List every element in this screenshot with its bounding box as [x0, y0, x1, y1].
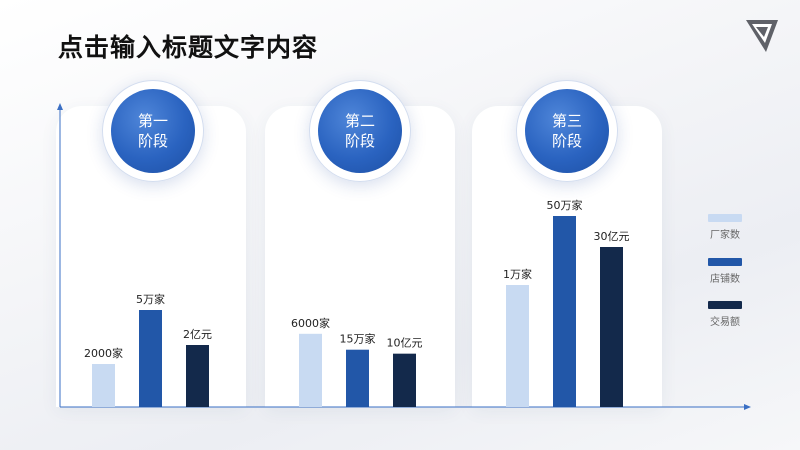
legend-item-factories: 厂家数 [700, 214, 760, 254]
stage-badge-1: 第一 阶段 [102, 80, 204, 182]
bar-label-3-1: 2亿元 [183, 328, 212, 341]
bar-1-1 [92, 364, 115, 407]
bar-3-3 [600, 247, 623, 407]
bar-2-3 [553, 216, 576, 407]
bar-3-2 [393, 353, 416, 407]
bar-1-2 [299, 333, 322, 407]
legend-swatch-stores [708, 258, 742, 266]
bar-label-2-3: 50万家 [547, 198, 583, 212]
legend-swatch-factories [708, 214, 742, 222]
bar-label-1-3: 1万家 [503, 267, 532, 281]
legend-item-stores: 店铺数 [700, 258, 760, 298]
triangle-logo-icon [746, 20, 778, 52]
legend-label-volume: 交易额 [710, 317, 740, 328]
stage-label-1: 第一 阶段 [111, 89, 195, 173]
bar-1-3 [506, 285, 529, 407]
bar-label-1-2: 6000家 [291, 316, 330, 330]
stage-label-3: 第三 阶段 [525, 89, 609, 173]
bar-2-2 [346, 349, 369, 407]
bar-3-1 [186, 345, 209, 407]
bar-label-2-2: 15万家 [340, 332, 376, 346]
bar-label-2-1: 5万家 [136, 292, 165, 306]
legend-swatch-volume [708, 301, 742, 309]
bar-label-3-2: 10亿元 [387, 337, 423, 350]
stage-badge-2: 第二 阶段 [309, 80, 411, 182]
stage-badge-3: 第三 阶段 [516, 80, 618, 182]
bar-label-3-3: 30亿元 [594, 230, 630, 243]
legend-label-stores: 店铺数 [710, 274, 740, 285]
legend-label-factories: 厂家数 [710, 230, 740, 241]
legend-item-volume: 交易额 [700, 301, 760, 341]
bar-label-1-1: 2000家 [84, 346, 123, 360]
stage-label-2: 第二 阶段 [318, 89, 402, 173]
slide-title: 点击输入标题文字内容 [58, 33, 319, 62]
bar-2-1 [139, 310, 162, 407]
